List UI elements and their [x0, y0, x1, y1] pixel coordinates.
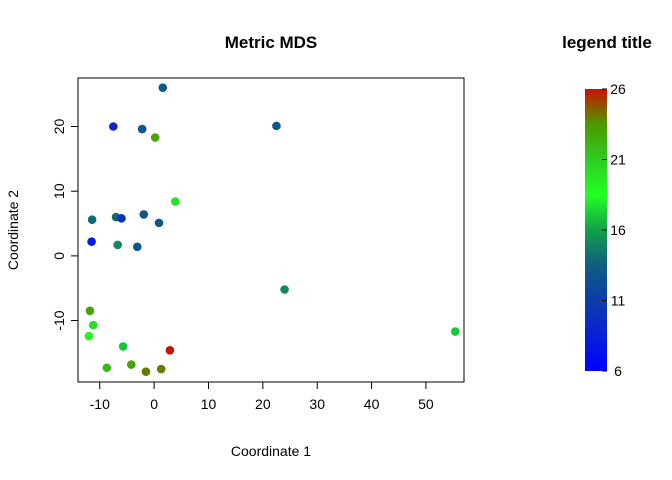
data-point	[280, 285, 289, 294]
y-tick-label: 20	[51, 119, 67, 135]
data-point	[113, 240, 122, 250]
data-points	[84, 83, 460, 376]
data-point	[109, 122, 118, 131]
x-tick-label: 0	[150, 396, 158, 412]
data-point	[156, 364, 166, 374]
x-tick-label: 50	[418, 396, 434, 412]
data-point	[87, 215, 97, 224]
y-axis: -10 0 10 20	[51, 119, 79, 331]
x-tick-label: -10	[90, 396, 110, 412]
y-tick-label: 0	[51, 252, 67, 260]
chart-title: Metric MDS	[225, 33, 318, 52]
data-point	[117, 214, 126, 223]
data-point	[158, 83, 168, 93]
data-point	[126, 360, 136, 369]
data-point	[139, 210, 149, 219]
legend-tick-label: 16	[610, 222, 626, 238]
y-tick-label: 10	[51, 183, 67, 199]
legend-tick-label: 11	[611, 293, 626, 309]
x-tick-label: 40	[364, 396, 380, 412]
data-point	[88, 320, 98, 330]
data-point	[132, 242, 142, 252]
legend-ticks: 6 11 16 21 26	[602, 81, 626, 379]
data-point	[85, 306, 95, 316]
x-axis-label: Coordinate 1	[231, 443, 311, 459]
data-point	[451, 327, 460, 336]
data-point	[165, 346, 175, 355]
data-point	[272, 121, 281, 131]
x-axis: -10 0 10 20 30 40 50	[90, 381, 434, 412]
legend-colorbar	[585, 89, 607, 371]
data-point	[150, 133, 160, 142]
legend-tick-label: 21	[610, 152, 626, 168]
x-tick-label: 20	[255, 396, 271, 412]
data-point	[87, 237, 96, 246]
plot-area-frame	[77, 77, 465, 383]
legend-tick-label: 6	[614, 363, 622, 379]
data-point	[171, 197, 180, 206]
y-tick-label: -10	[51, 310, 67, 330]
data-point	[137, 124, 147, 134]
data-point	[141, 367, 151, 376]
x-tick-label: 10	[201, 396, 217, 412]
data-point	[118, 342, 128, 351]
legend-tick-label: 26	[610, 81, 626, 97]
legend-title: legend title	[562, 33, 652, 52]
x-tick-label: 30	[309, 396, 325, 412]
data-point	[84, 331, 94, 341]
data-point	[102, 363, 112, 373]
data-point	[154, 218, 164, 228]
y-axis-label: Coordinate 2	[5, 190, 21, 270]
